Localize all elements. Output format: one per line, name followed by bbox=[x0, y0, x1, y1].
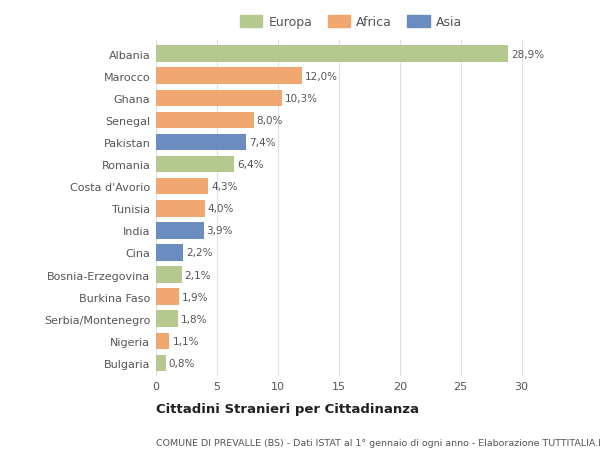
Text: 4,3%: 4,3% bbox=[211, 182, 238, 192]
Text: 6,4%: 6,4% bbox=[237, 160, 263, 170]
Text: 1,9%: 1,9% bbox=[182, 292, 209, 302]
Text: 2,1%: 2,1% bbox=[185, 270, 211, 280]
Text: 2,2%: 2,2% bbox=[186, 248, 212, 258]
Bar bbox=[156, 355, 166, 371]
Bar bbox=[156, 201, 205, 217]
Text: 8,0%: 8,0% bbox=[257, 116, 283, 126]
Text: COMUNE DI PREVALLE (BS) - Dati ISTAT al 1° gennaio di ogni anno - Elaborazione T: COMUNE DI PREVALLE (BS) - Dati ISTAT al … bbox=[156, 438, 600, 448]
Text: 4,0%: 4,0% bbox=[208, 204, 234, 214]
Text: 10,3%: 10,3% bbox=[284, 94, 317, 104]
Bar bbox=[156, 112, 254, 129]
Text: 1,8%: 1,8% bbox=[181, 314, 208, 324]
Bar bbox=[156, 267, 182, 283]
Text: 0,8%: 0,8% bbox=[169, 358, 195, 368]
Legend: Europa, Africa, Asia: Europa, Africa, Asia bbox=[238, 14, 464, 32]
Bar bbox=[156, 333, 169, 349]
Text: 7,4%: 7,4% bbox=[249, 138, 276, 148]
Bar bbox=[156, 90, 281, 107]
Text: Cittadini Stranieri per Cittadinanza: Cittadini Stranieri per Cittadinanza bbox=[156, 403, 419, 415]
Bar bbox=[156, 46, 508, 63]
Bar bbox=[156, 223, 203, 239]
Bar bbox=[156, 245, 183, 261]
Text: 1,1%: 1,1% bbox=[172, 336, 199, 346]
Bar bbox=[156, 68, 302, 85]
Bar bbox=[156, 134, 246, 151]
Text: 12,0%: 12,0% bbox=[305, 72, 338, 82]
Bar bbox=[156, 179, 208, 195]
Text: 3,9%: 3,9% bbox=[206, 226, 233, 236]
Text: 28,9%: 28,9% bbox=[511, 50, 544, 60]
Bar bbox=[156, 311, 178, 327]
Bar bbox=[156, 289, 179, 305]
Bar bbox=[156, 157, 234, 173]
